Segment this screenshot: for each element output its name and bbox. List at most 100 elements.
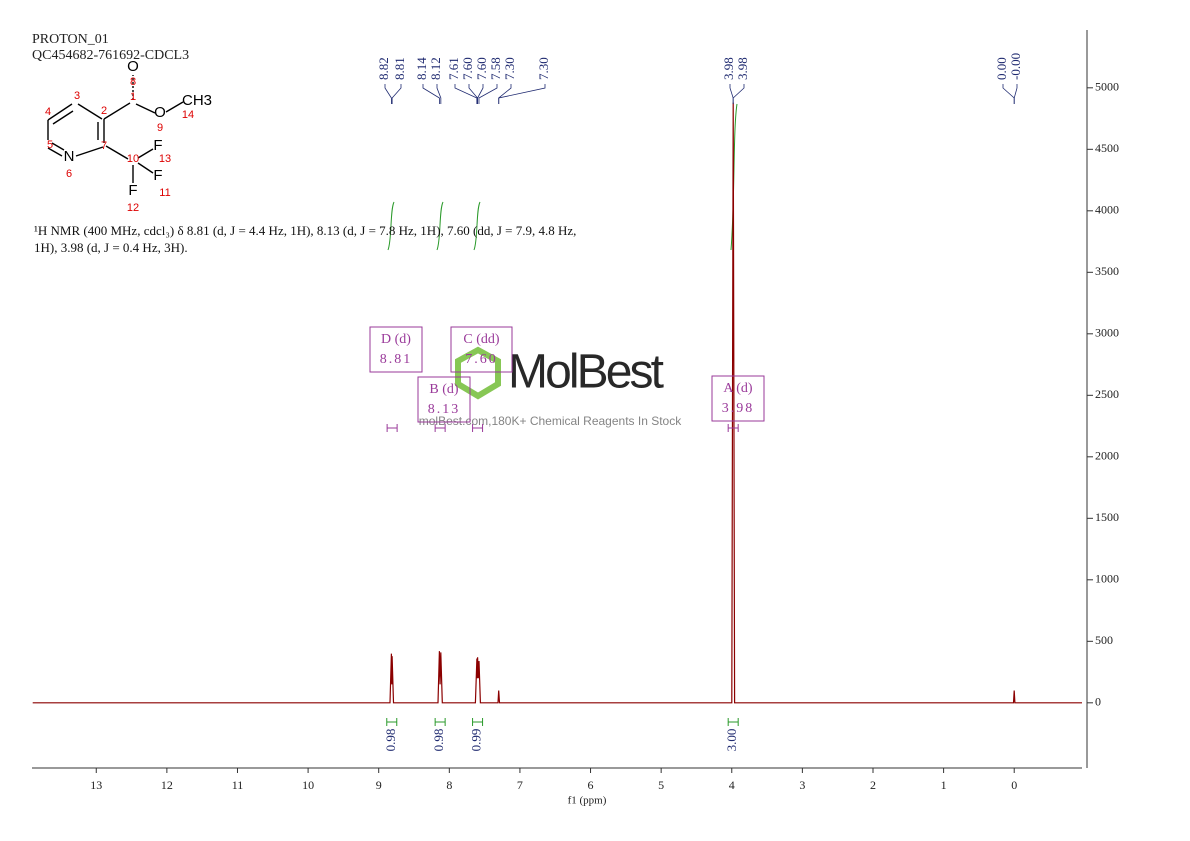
y-tick-label: 2500	[1095, 387, 1119, 401]
x-tick-label: 11	[232, 778, 244, 792]
integral-label: 0.98	[431, 729, 446, 752]
x-tick-label: 2	[870, 778, 876, 792]
multiplet-range	[472, 424, 484, 432]
peak-label: -0.00	[1008, 53, 1023, 80]
title: PROTON_01	[32, 32, 109, 47]
atom-label: 11	[159, 187, 170, 199]
peak-label: 7.60	[460, 57, 475, 80]
x-tick-label: 9	[376, 778, 382, 792]
y-tick-label: 500	[1095, 633, 1113, 647]
watermark-brand: MolBest	[508, 346, 664, 399]
x-tick-label: 13	[90, 778, 102, 792]
multiplet-range	[386, 424, 398, 432]
peak-label: 8.14	[414, 57, 429, 80]
x-tick-label: 4	[729, 778, 735, 792]
peak-label: 7.61	[446, 57, 461, 80]
y-tick-label: 3500	[1095, 264, 1119, 278]
multiplet-box	[711, 375, 765, 422]
atom-label: 14	[182, 109, 194, 121]
peak-connector	[477, 84, 484, 104]
multiplet-range	[434, 424, 446, 432]
multiplet-name: B (d)	[429, 382, 459, 397]
peak-connector	[732, 84, 745, 104]
peak-label: 7.60	[474, 57, 489, 80]
multiplet-range	[727, 424, 739, 432]
atom-label: 8	[130, 76, 136, 88]
multiplet-name: A (d)	[723, 381, 753, 396]
nmr-description: ¹H NMR (400 MHz, cdcl₃) δ 8.81 (d, J = 4…	[34, 223, 577, 255]
integral-label: 0.99	[469, 729, 484, 752]
atom-label: 2	[101, 105, 107, 117]
x-tick-label: 6	[588, 778, 594, 792]
peak-label: 0.00	[994, 57, 1009, 80]
atom-label: 9	[157, 122, 163, 134]
multiplet-name: C (dd)	[463, 332, 500, 347]
atom-label: O	[154, 104, 166, 121]
y-tick-label: 4000	[1095, 203, 1119, 217]
x-tick-label: 1	[941, 778, 947, 792]
peak-connector	[1013, 84, 1018, 104]
peak-connector	[498, 84, 512, 104]
peak-label: 8.81	[392, 57, 407, 80]
y-tick-label: 4500	[1095, 141, 1119, 155]
atom-label: F	[153, 167, 162, 184]
x-tick-label: 7	[517, 778, 523, 792]
x-tick-label: 0	[1011, 778, 1017, 792]
peak-connector	[1002, 84, 1015, 104]
atom-label: 12	[127, 202, 139, 214]
peak-connector	[468, 84, 478, 104]
y-tick-label: 1000	[1095, 572, 1119, 586]
atom-label: O	[127, 58, 139, 75]
multiplet-box	[369, 326, 423, 373]
atom-label: CH3	[182, 92, 212, 109]
peak-connector	[478, 84, 498, 104]
peak-label: 7.30	[536, 57, 551, 80]
multiplet-shift: 8.81	[380, 352, 413, 367]
peak-label: 3.98	[735, 57, 750, 80]
watermark-logo	[455, 346, 501, 400]
x-axis-label: f1 (ppm)	[568, 795, 607, 807]
x-tick-label: 8	[446, 778, 452, 792]
peak-connector	[422, 84, 440, 104]
multiplet-box	[450, 326, 513, 373]
peak-connector	[729, 84, 734, 104]
x-tick-label: 10	[302, 778, 314, 792]
atom-label: N	[64, 148, 75, 165]
multiplet-shift: 8.13	[428, 402, 461, 417]
y-tick-label: 2000	[1095, 449, 1119, 463]
peak-label: 7.58	[488, 57, 503, 80]
y-tick-label: 0	[1095, 695, 1101, 709]
y-tick-label: 1500	[1095, 510, 1119, 524]
atom-label: 1	[130, 91, 136, 103]
integral-label: 3.00	[724, 729, 739, 752]
spectrum-line	[32, 102, 1082, 704]
atom-label: F	[153, 137, 162, 154]
structure-bonds	[47, 75, 184, 183]
subtitle: QC454682-761692-CDCL3	[32, 48, 189, 63]
multiplet-box	[417, 376, 471, 423]
atom-label: 10	[127, 153, 139, 165]
atom-label: 4	[45, 106, 51, 118]
peak-label: 8.12	[428, 57, 443, 80]
peak-connector	[384, 84, 392, 104]
x-tick-label: 5	[658, 778, 664, 792]
peak-connector	[498, 84, 546, 104]
integral-bar	[386, 718, 398, 726]
integral-bar	[727, 718, 739, 726]
y-tick-label: 3000	[1095, 326, 1119, 340]
x-tick-label: 3	[799, 778, 805, 792]
peak-connector	[454, 84, 478, 104]
atom-label: 6	[66, 168, 72, 180]
multiplet-shift: 7.60	[465, 352, 498, 367]
integral-bar	[472, 718, 484, 726]
peak-label: 3.98	[721, 57, 736, 80]
integral-curves	[387, 103, 738, 251]
y-tick-label: 5000	[1095, 80, 1119, 94]
x-tick-label: 12	[161, 778, 173, 792]
multiplet-name: D (d)	[381, 332, 411, 347]
integral-bar	[434, 718, 446, 726]
peak-label: 8.82	[376, 57, 391, 80]
watermark-slogan: molBest.com,180K+ Chemical Reagents In S…	[419, 414, 682, 428]
